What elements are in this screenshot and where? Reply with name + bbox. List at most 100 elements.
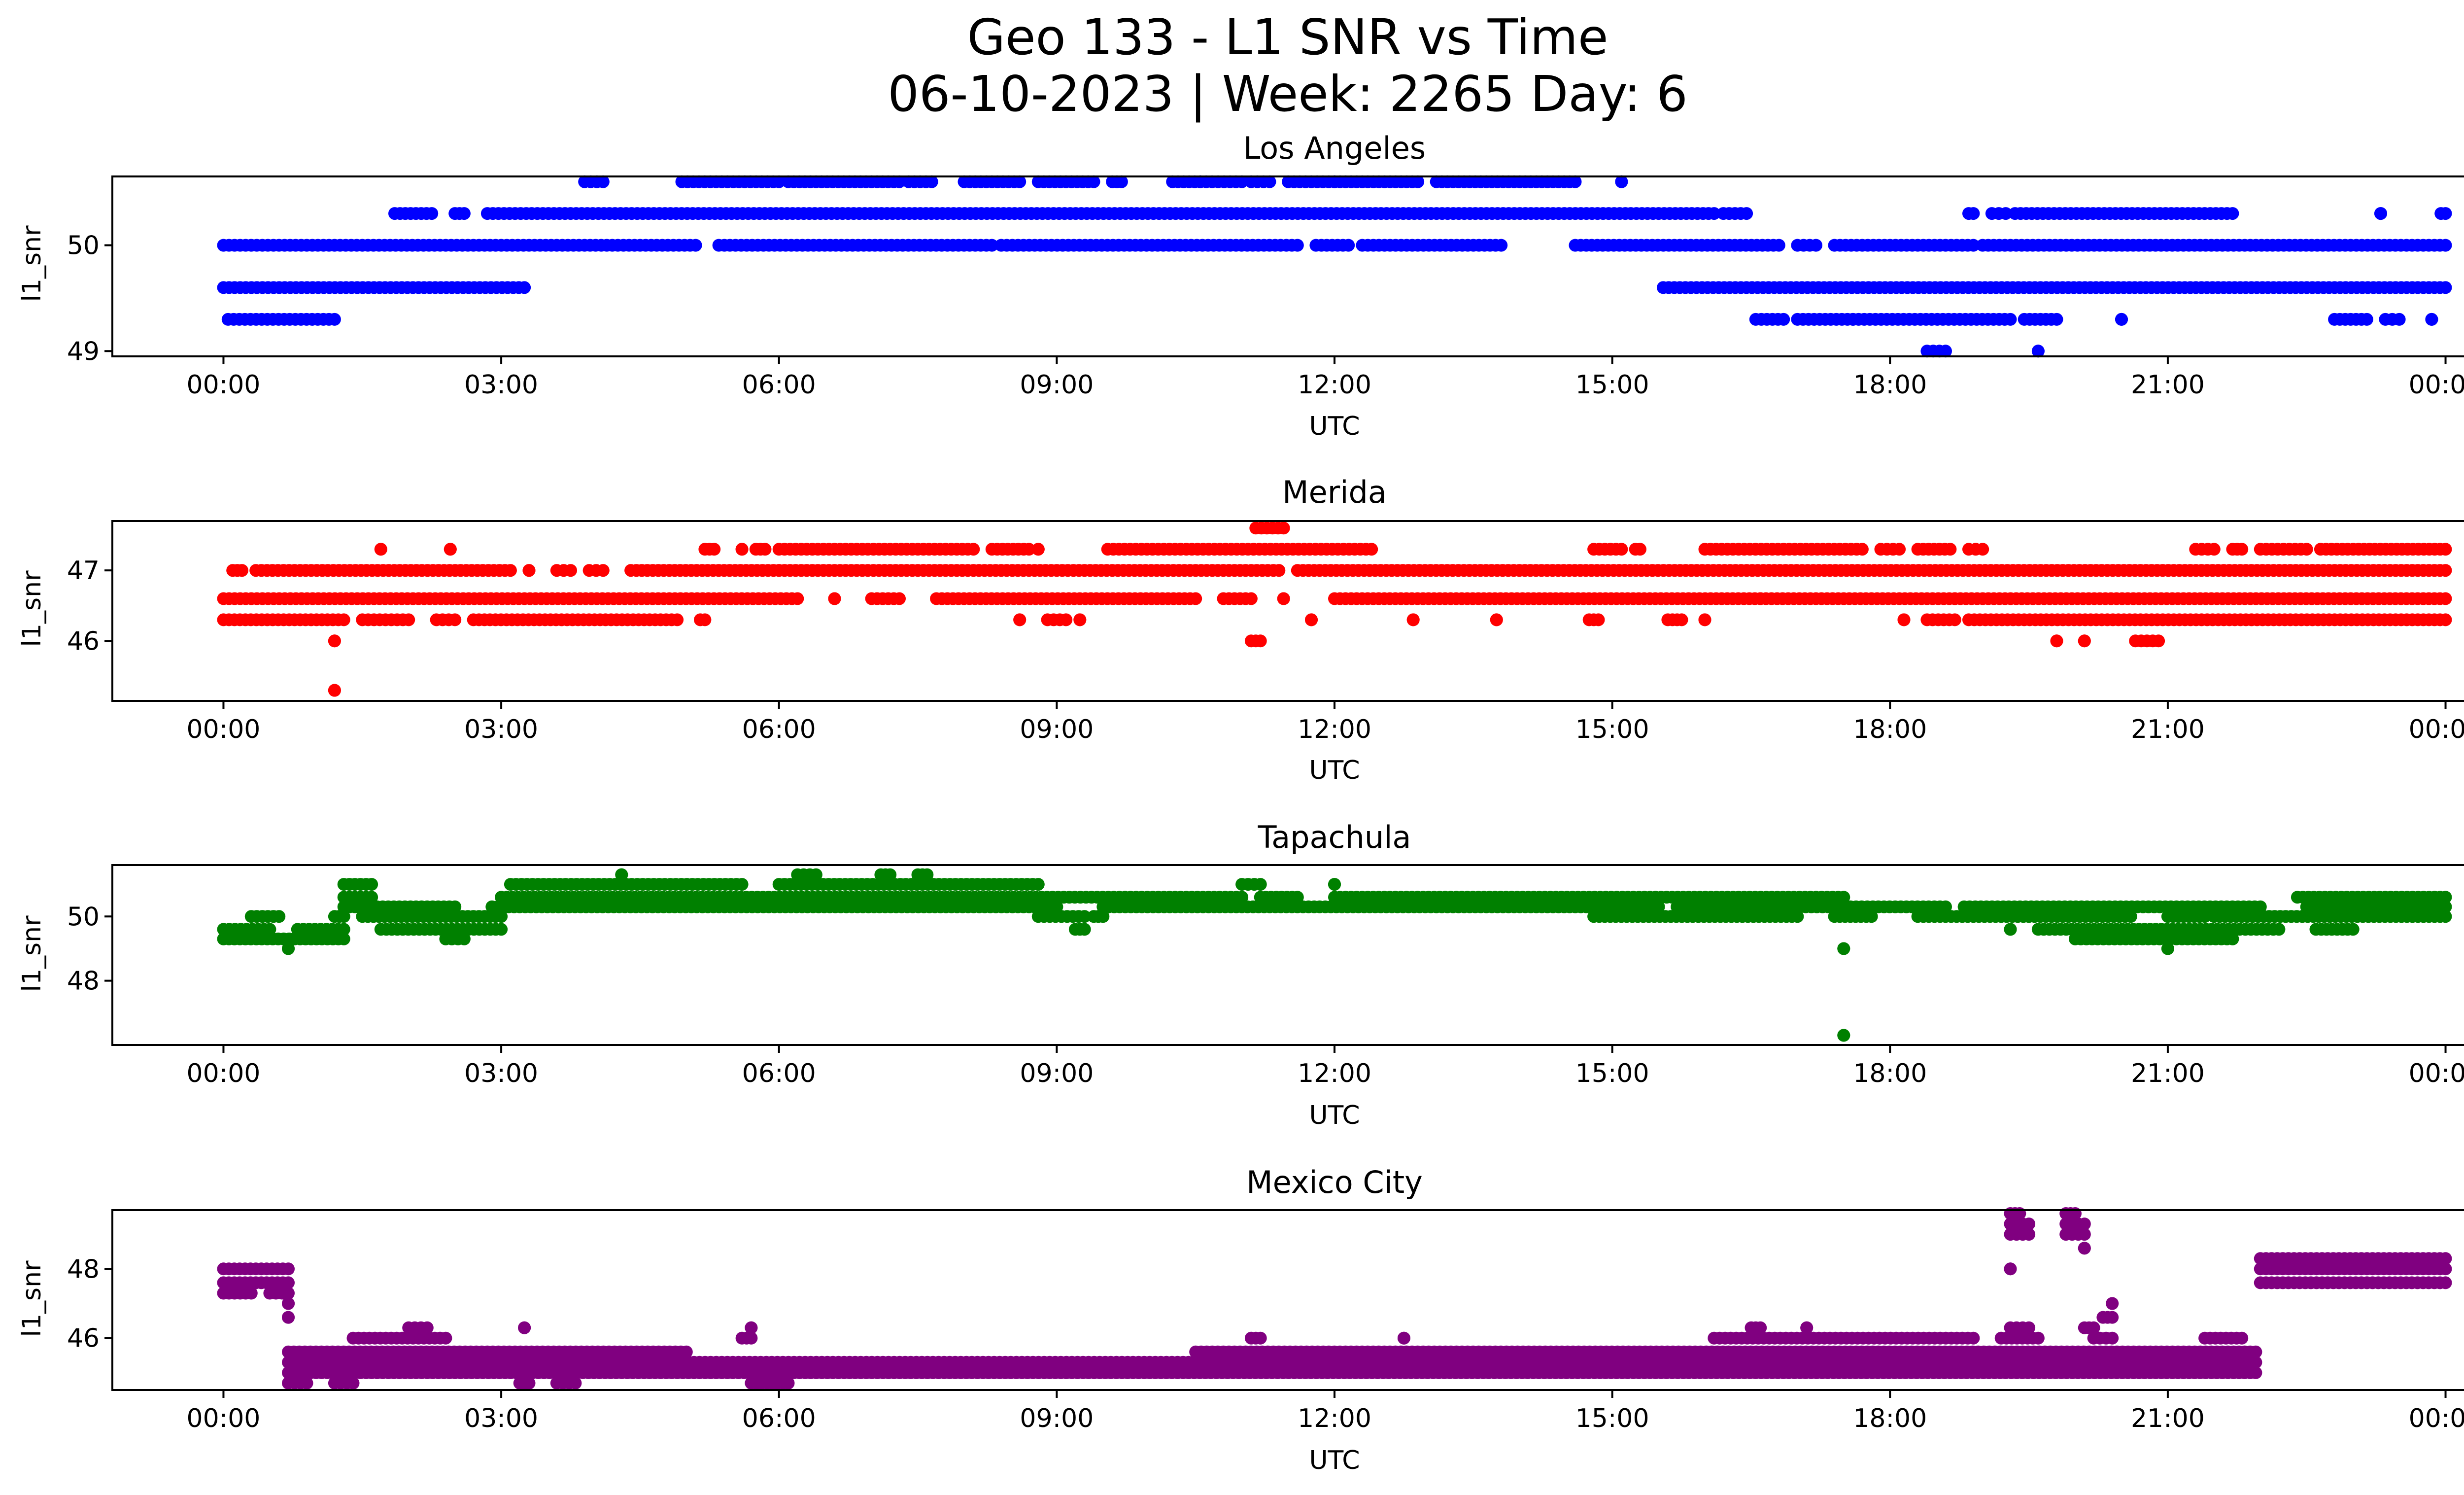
data-point <box>328 634 341 648</box>
x-tick-label: 21:00 <box>2131 370 2205 400</box>
data-point <box>1800 1321 1814 1334</box>
data-point <box>596 564 610 577</box>
data-point <box>925 175 938 188</box>
data-point <box>893 175 906 188</box>
data-point <box>680 1345 693 1358</box>
x-tick-label: 18:00 <box>1853 1404 1927 1433</box>
data-point <box>282 1286 295 1300</box>
x-tick-label: 09:00 <box>1020 370 1094 400</box>
data-point <box>1634 543 1646 556</box>
data-point <box>328 684 341 697</box>
data-point <box>2078 634 2091 648</box>
data-point <box>457 207 471 220</box>
data-point <box>1096 910 1110 923</box>
data-point <box>2254 900 2267 913</box>
data-point <box>569 1377 582 1390</box>
data-point <box>2106 1311 2119 1324</box>
plot-frame <box>111 175 2464 357</box>
x-tick-label: 00:00 <box>2409 370 2464 400</box>
data-point <box>1031 878 1045 891</box>
data-point <box>2439 900 2452 913</box>
panel-title: Tapachula <box>1258 819 1411 855</box>
data-point <box>1490 613 1503 626</box>
figure-title-line2: 06-10-2023 | Week: 2265 Day: 6 <box>888 65 1687 123</box>
data-point <box>1698 613 1711 626</box>
x-tick-label: 00:00 <box>187 370 261 400</box>
data-point <box>2050 313 2063 326</box>
data-point <box>439 1331 452 1345</box>
data-point <box>282 1262 295 1276</box>
data-point <box>522 564 536 577</box>
data-point <box>495 910 508 923</box>
data-point <box>1263 175 1276 188</box>
data-point <box>1615 175 1628 188</box>
data-point <box>564 564 577 577</box>
data-point <box>1893 543 1906 556</box>
data-point <box>425 207 439 220</box>
panel-title: Merida <box>1282 474 1387 510</box>
data-point <box>745 1331 758 1345</box>
x-tick-label: 21:00 <box>2131 715 2205 744</box>
data-point <box>1967 1331 1980 1345</box>
data-point <box>1013 175 1027 188</box>
x-tick-label: 12:00 <box>1298 370 1371 400</box>
x-tick-label: 09:00 <box>1020 715 1094 744</box>
data-point <box>2439 613 2452 626</box>
data-point <box>522 1377 536 1390</box>
data-point <box>448 900 462 913</box>
data-point <box>809 868 822 881</box>
data-point <box>457 932 471 945</box>
data-point <box>2226 932 2239 945</box>
data-point <box>2374 207 2387 220</box>
data-point <box>1740 207 1753 220</box>
data-point <box>236 564 248 577</box>
x-axis-label: UTC <box>1309 756 1360 785</box>
data-point <box>402 613 415 626</box>
data-point <box>2078 1242 2091 1255</box>
data-point <box>1791 910 1804 923</box>
data-point <box>365 891 378 904</box>
data-point <box>1837 942 1850 955</box>
data-point <box>921 868 934 881</box>
data-point <box>758 543 772 556</box>
data-point <box>300 1377 313 1390</box>
data-point <box>2124 910 2137 923</box>
figure-title-line1: Geo 133 - L1 SNR vs Time <box>967 8 1608 66</box>
data-point <box>884 868 897 881</box>
x-tick-label: 15:00 <box>1575 370 1649 400</box>
data-point <box>967 543 980 556</box>
y-axis-label: l1_snr <box>17 225 47 302</box>
x-tick-label: 12:00 <box>1298 1059 1371 1088</box>
data-point <box>2249 1345 2262 1358</box>
data-point <box>1272 564 1286 577</box>
data-point <box>1013 613 1027 626</box>
data-point <box>1411 175 1425 188</box>
data-point <box>2106 1297 2119 1310</box>
data-point <box>2235 1331 2249 1345</box>
data-point <box>1023 543 1035 556</box>
x-tick-label: 21:00 <box>2131 1404 2205 1433</box>
data-point <box>518 1321 531 1334</box>
y-tick-label: 49 <box>67 337 100 366</box>
panel-title: Mexico City <box>1246 1164 1423 1200</box>
x-tick-label: 15:00 <box>1575 1059 1649 1088</box>
data-point <box>1078 910 1091 923</box>
x-tick-label: 06:00 <box>742 715 816 744</box>
data-point <box>1254 878 1267 891</box>
data-point <box>1948 613 1961 626</box>
data-point <box>1569 175 1582 188</box>
data-point <box>2439 239 2452 252</box>
x-tick-label: 03:00 <box>464 715 538 744</box>
data-point <box>374 543 387 556</box>
data-point <box>365 878 378 891</box>
data-point <box>2022 1321 2036 1334</box>
data-point <box>985 239 998 252</box>
data-point <box>448 613 462 626</box>
data-point <box>2050 634 2063 648</box>
x-tick-label: 00:00 <box>2409 1059 2464 1088</box>
x-tick-label: 18:00 <box>1853 715 1927 744</box>
data-point <box>2439 564 2452 577</box>
panel-title: Los Angeles <box>1243 130 1426 166</box>
x-tick-label: 21:00 <box>2131 1059 2205 1088</box>
